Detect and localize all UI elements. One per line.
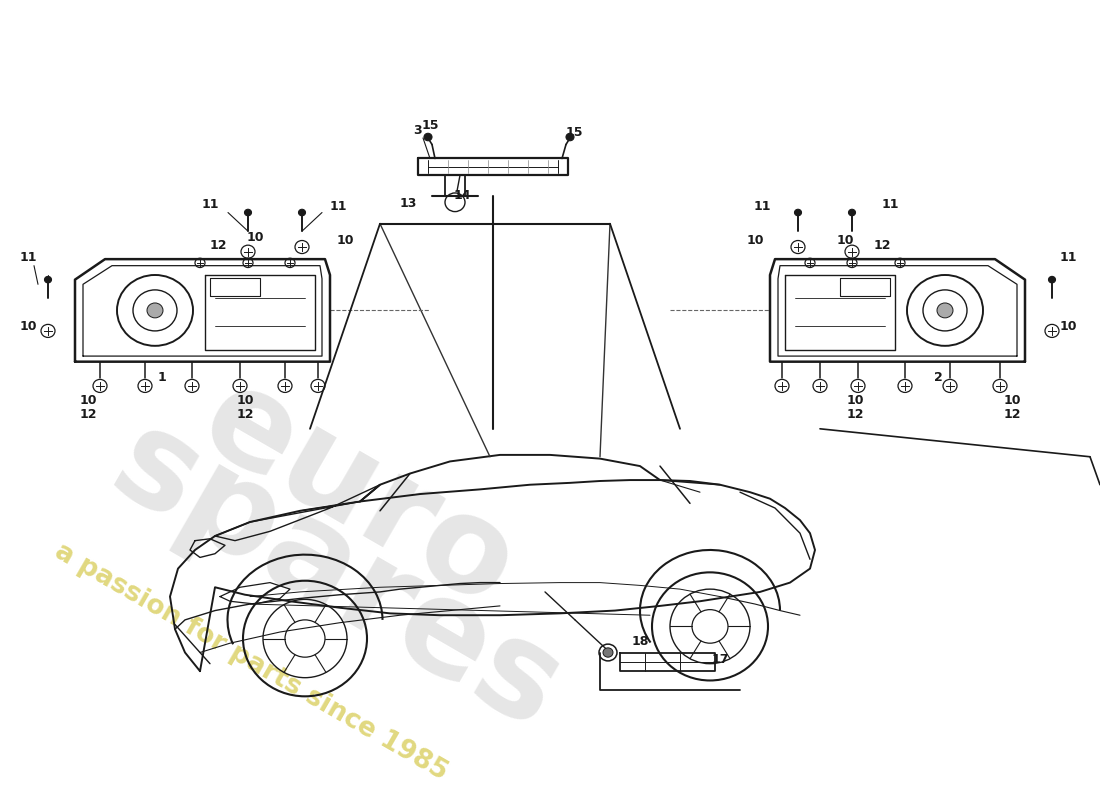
Text: 14: 14	[453, 190, 471, 202]
Text: 10: 10	[20, 320, 36, 333]
Text: 10: 10	[79, 394, 97, 407]
Text: 12: 12	[846, 408, 864, 422]
Text: 17: 17	[712, 654, 728, 666]
Text: 10: 10	[236, 394, 254, 407]
Text: 10: 10	[836, 234, 854, 247]
Text: 11: 11	[20, 250, 36, 264]
Text: 18: 18	[631, 635, 649, 648]
Text: spares: spares	[90, 399, 583, 757]
Text: 15: 15	[421, 119, 439, 132]
Circle shape	[937, 303, 953, 318]
Circle shape	[848, 210, 856, 216]
Text: 3: 3	[414, 124, 422, 137]
Text: 12: 12	[79, 408, 97, 422]
Text: 10: 10	[337, 234, 354, 247]
Text: a passion for parts since 1985: a passion for parts since 1985	[50, 538, 452, 786]
Text: 11: 11	[329, 199, 346, 213]
Circle shape	[244, 210, 252, 216]
Text: 10: 10	[1003, 394, 1021, 407]
Circle shape	[603, 648, 613, 657]
Text: 12: 12	[873, 238, 891, 252]
Circle shape	[44, 276, 52, 283]
Text: 10: 10	[746, 234, 763, 247]
Circle shape	[424, 134, 432, 141]
Circle shape	[298, 210, 306, 216]
Circle shape	[147, 303, 163, 318]
Text: 10: 10	[246, 231, 264, 244]
Text: 10: 10	[846, 394, 864, 407]
Text: 11: 11	[1059, 250, 1077, 264]
Text: 10: 10	[1059, 320, 1077, 333]
Text: 11: 11	[881, 198, 899, 210]
Text: 15: 15	[565, 126, 583, 139]
Text: 11: 11	[754, 199, 771, 213]
Text: 1: 1	[157, 371, 166, 384]
Circle shape	[794, 210, 802, 216]
Text: euro: euro	[180, 354, 537, 634]
Text: 2: 2	[934, 371, 943, 384]
Text: 12: 12	[236, 408, 254, 422]
Text: 12: 12	[209, 238, 227, 252]
Text: 13: 13	[399, 197, 417, 210]
Circle shape	[566, 134, 574, 141]
Circle shape	[1048, 276, 1056, 283]
Text: 12: 12	[1003, 408, 1021, 422]
Text: 11: 11	[201, 198, 219, 210]
